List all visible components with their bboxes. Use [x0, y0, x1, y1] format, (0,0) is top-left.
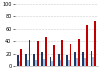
- Bar: [82, 52, 84, 66]
- Bar: [43, 59, 45, 66]
- Bar: [91, 51, 92, 66]
- Bar: [68, 60, 70, 66]
- Bar: [50, 57, 51, 66]
- Bar: [84, 59, 86, 66]
- Bar: [17, 55, 18, 66]
- Bar: [61, 40, 63, 66]
- Bar: [92, 57, 94, 66]
- Bar: [86, 25, 88, 66]
- Bar: [60, 60, 61, 66]
- Bar: [25, 54, 27, 66]
- Bar: [94, 21, 96, 66]
- Bar: [53, 45, 55, 66]
- Bar: [66, 55, 68, 66]
- Bar: [33, 54, 35, 66]
- Bar: [78, 39, 80, 66]
- Bar: [41, 52, 43, 66]
- Bar: [51, 61, 53, 66]
- Bar: [27, 60, 29, 66]
- Bar: [29, 40, 30, 66]
- Bar: [18, 61, 20, 66]
- Bar: [37, 41, 39, 66]
- Bar: [58, 54, 60, 66]
- Bar: [45, 37, 47, 66]
- Bar: [70, 44, 71, 66]
- Bar: [74, 52, 76, 66]
- Bar: [20, 49, 22, 66]
- Bar: [35, 60, 37, 66]
- Bar: [76, 59, 78, 66]
